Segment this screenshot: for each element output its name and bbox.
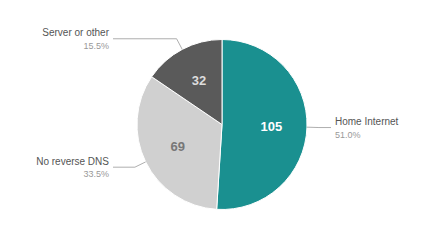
svg-text:51.0%: 51.0% xyxy=(335,130,361,140)
svg-text:69: 69 xyxy=(170,139,184,154)
svg-text:105: 105 xyxy=(260,119,282,134)
svg-text:15.5%: 15.5% xyxy=(83,41,109,51)
svg-text:No reverse DNS: No reverse DNS xyxy=(36,156,109,167)
svg-text:32: 32 xyxy=(192,73,206,88)
svg-text:Server or other: Server or other xyxy=(42,27,109,38)
svg-text:Home Internet: Home Internet xyxy=(335,116,399,127)
svg-text:33.5%: 33.5% xyxy=(83,169,109,179)
